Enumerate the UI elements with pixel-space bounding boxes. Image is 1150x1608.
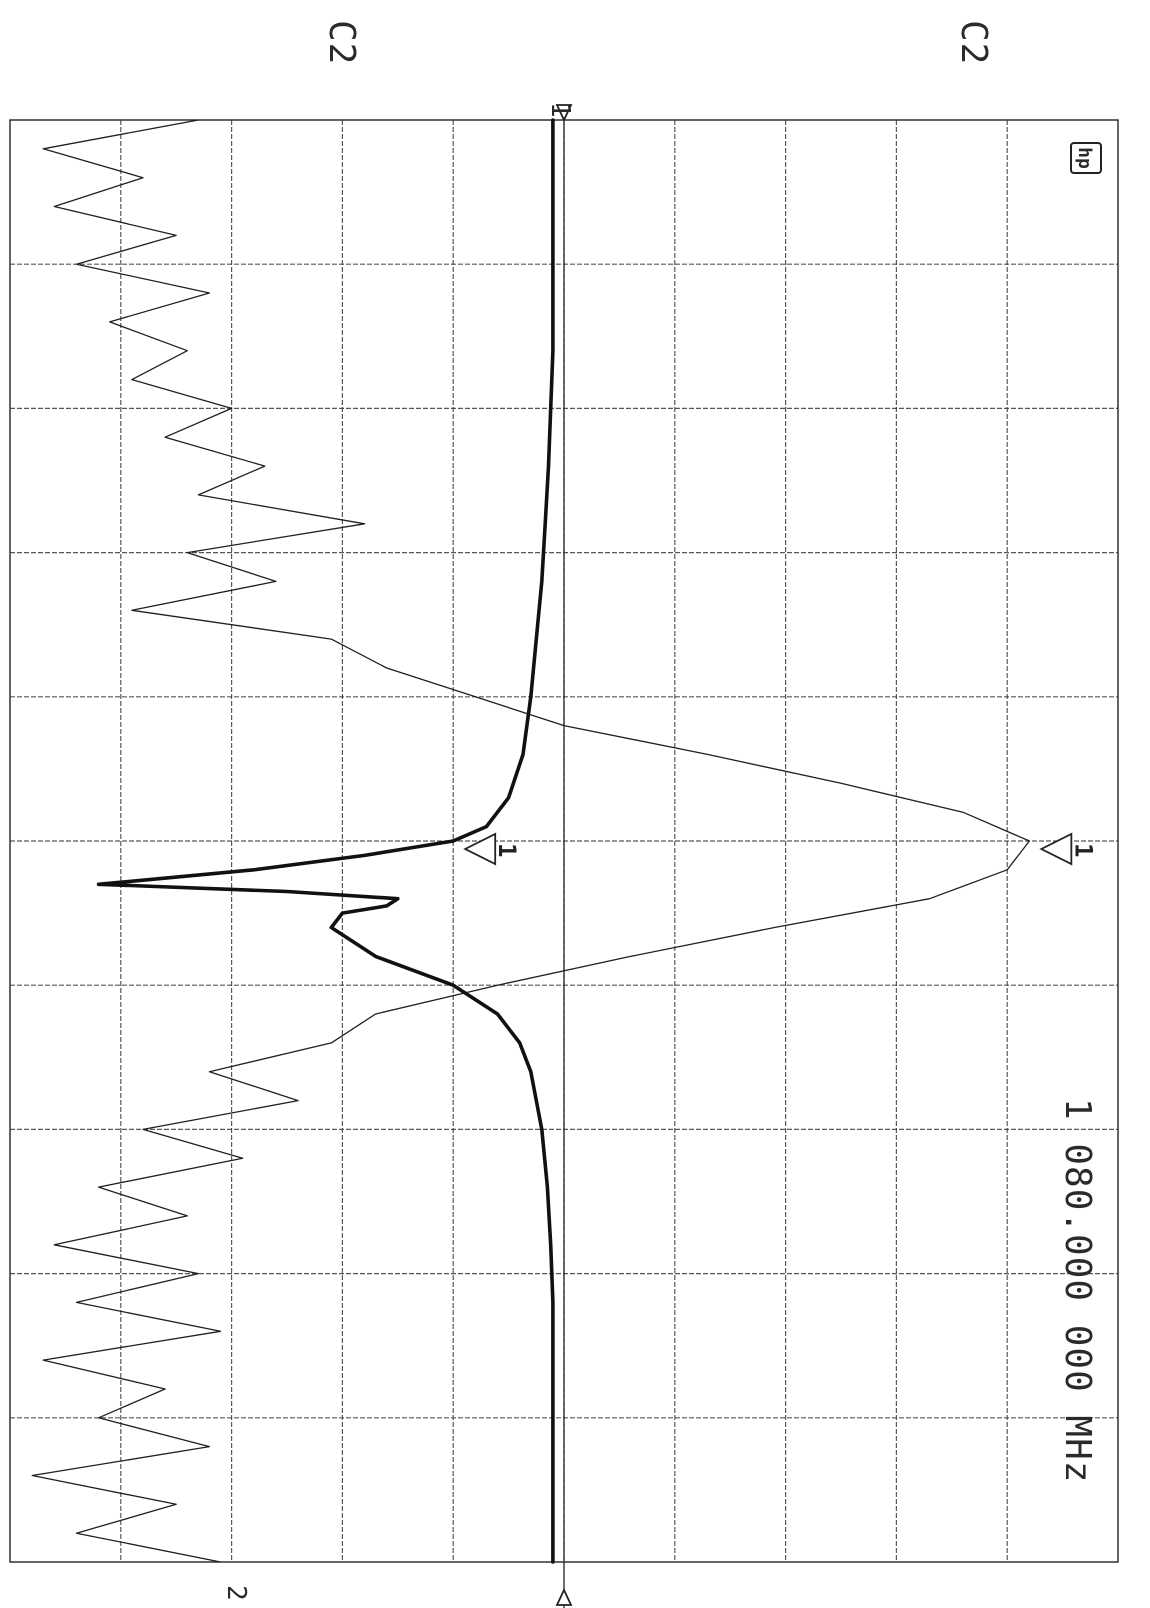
channel-label-left: C2 xyxy=(321,20,362,65)
traces xyxy=(31,118,1031,1564)
hp-logo: hp xyxy=(1070,142,1102,174)
reference-arrow-top xyxy=(555,104,573,123)
reference-arrow-bottom xyxy=(555,1587,573,1606)
marker-reflection xyxy=(463,832,497,866)
marker-label-reflection: 1 xyxy=(493,843,521,857)
reference-marker-label: 1 xyxy=(545,102,575,118)
marker-transmission xyxy=(1039,832,1073,866)
channel-label-right: C2 xyxy=(953,20,994,65)
marker-label-transmission: 1 xyxy=(1069,843,1097,857)
bottom-fragment-label: 2 xyxy=(221,1585,251,1601)
trace-reflection xyxy=(96,118,555,1564)
svg-text:hp: hp xyxy=(1074,147,1095,169)
trace-transmission xyxy=(31,119,1031,1563)
center-frequency-label: 1 080.000 000 MHz xyxy=(1057,1098,1098,1483)
markers: 11 xyxy=(463,832,1097,866)
